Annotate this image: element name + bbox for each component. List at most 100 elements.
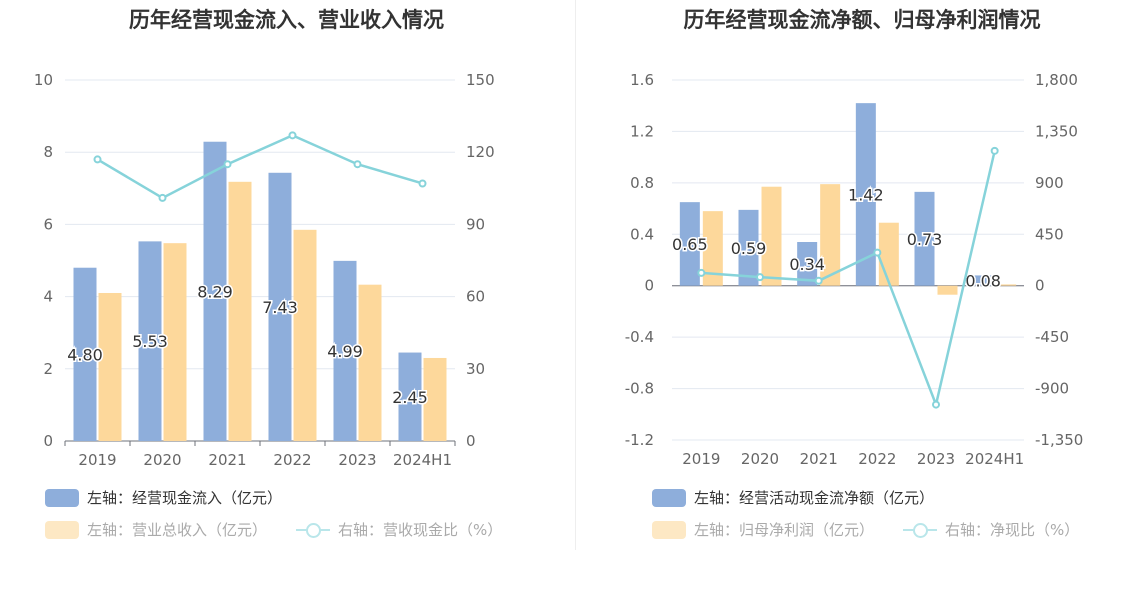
- ratio-point: [223, 160, 232, 169]
- bar-data-label: 4.99: [327, 342, 363, 361]
- bar-secondary: [937, 285, 958, 295]
- left-axis-tick-label: 10: [34, 71, 53, 89]
- bar-data-label: 8.29: [197, 282, 233, 301]
- ratio-point: [288, 131, 297, 140]
- bar-secondary: [358, 284, 382, 441]
- legend-label: 左轴：营业总收入（亿元）: [87, 521, 268, 539]
- x-axis-tick-label: 2023: [338, 451, 376, 469]
- right-axis-tick-label: 1,800: [1035, 71, 1078, 89]
- bar-primary: [738, 209, 759, 286]
- chart-canvas: -1.2 -0.8 -0.4 0 0.4 0.8 1.2 1.6 -1,350 -900 -450 0…: [625, 71, 1084, 468]
- bar-data-label: 0.65: [672, 235, 708, 254]
- legend-label: 左轴：归母净利润（亿元）: [694, 521, 875, 539]
- left-axis-tick-label: 6: [43, 215, 53, 233]
- legend-item-revenue[interactable]: 左轴：营业总收入（亿元）: [45, 519, 267, 540]
- bar-data-label: 2.45: [392, 388, 428, 407]
- ratio-point: [158, 193, 167, 202]
- right-axis-tick-label: 1,350: [1035, 122, 1078, 140]
- x-axis-tick-label: 2020: [143, 451, 181, 469]
- ratio-point: [353, 160, 362, 169]
- legend-item-inflow[interactable]: 左轴：经营现金流入（亿元）: [45, 487, 282, 508]
- x-axis-tick-label: 2021: [800, 450, 838, 468]
- ratio-point: [756, 273, 764, 282]
- bar-primary: [973, 275, 994, 286]
- legend-label: 左轴：经营现金流入（亿元）: [87, 489, 283, 507]
- legend-item-net-cash[interactable]: 左轴：经营活动现金流净额（亿元）: [652, 487, 934, 508]
- bar-primary: [268, 172, 292, 442]
- bar-secondary: [761, 186, 782, 286]
- legend-line-symbol: [296, 521, 330, 539]
- left-axis-tick-label: 1.2: [630, 122, 654, 140]
- bar-data-label: 7.43: [262, 298, 298, 317]
- right-axis-tick-label: 0: [466, 432, 476, 450]
- left-axis-tick-label: 2: [43, 360, 53, 378]
- bar-secondary: [98, 292, 122, 441]
- left-axis-tick-label: 0.4: [630, 225, 654, 243]
- ratio-point: [814, 276, 823, 285]
- right-axis-tick-label: -900: [1035, 380, 1069, 398]
- bar-data-label: 1.42: [848, 185, 884, 204]
- left-axis-tick-label: 8: [43, 143, 53, 161]
- chart-panel-net-cash: 历年经营现金流净额、归母净利润情况 -1.2 -0.8 -0.4 0 0.4 0.8 1.2…: [577, 0, 1147, 589]
- bar-data-label: 5.53: [132, 332, 168, 351]
- chart-title: 历年经营现金流净额、归母净利润情况: [683, 8, 1041, 32]
- bar-secondary: [423, 357, 447, 441]
- ratio-line: [96, 133, 423, 200]
- ratio-point: [93, 155, 102, 164]
- right-axis-tick-label: 150: [466, 71, 495, 89]
- left-axis-tick-label: 0: [43, 432, 53, 450]
- x-axis-tick-label: 2019: [78, 451, 116, 469]
- legend-swatch: [652, 520, 686, 539]
- right-axis-tick-label: 900: [1035, 174, 1064, 192]
- bar-primary: [73, 267, 97, 441]
- ratio-point: [873, 248, 882, 257]
- right-axis-tick-label: 450: [1035, 225, 1064, 243]
- x-axis-tick-label: 2024H1: [393, 451, 452, 469]
- bar-secondary: [163, 243, 187, 441]
- bar-secondary: [996, 284, 1017, 286]
- x-axis-tick-label: 2023: [917, 450, 955, 468]
- ratio-point: [418, 179, 427, 188]
- legend-swatch: [45, 488, 79, 507]
- left-axis-tick-label: 1.6: [630, 71, 654, 89]
- left-axis-tick-label: -0.4: [625, 328, 654, 346]
- x-axis-tick-label: 2020: [741, 450, 779, 468]
- x-axis-tick-label: 2022: [273, 451, 311, 469]
- ratio-point: [932, 400, 940, 409]
- right-axis-tick-label: 120: [466, 143, 495, 161]
- legend-item-ratio[interactable]: 右轴：营收现金比（%）: [296, 519, 502, 540]
- right-axis-tick-label: 60: [466, 288, 485, 306]
- left-axis-tick-label: -0.8: [625, 380, 654, 398]
- right-axis-tick-label: 90: [466, 215, 485, 233]
- x-axis-tick-label: 2022: [858, 450, 896, 468]
- bar-secondary: [702, 211, 723, 286]
- legend-swatch: [45, 520, 79, 539]
- legend-swatch: [652, 488, 686, 507]
- bar-secondary: [878, 222, 899, 286]
- x-axis-tick-label: 2019: [682, 450, 720, 468]
- right-axis-tick-label: 0: [1035, 277, 1045, 295]
- legend-item-net-ratio[interactable]: 右轴：净现比（%）: [903, 519, 1079, 540]
- bar-primary: [398, 352, 422, 441]
- bar-data-label: 0.08: [965, 272, 1001, 291]
- legend-label: 右轴：净现比（%）: [945, 521, 1080, 539]
- bar-secondary: [228, 181, 252, 441]
- bar-primary: [914, 191, 935, 286]
- bar-secondary: [820, 184, 841, 286]
- x-axis-tick-label: 2024H1: [965, 450, 1024, 468]
- legend-label: 左轴：经营活动现金流净额（亿元）: [694, 489, 935, 507]
- bar-data-label: 4.80: [67, 345, 103, 364]
- legend-line-symbol: [903, 521, 937, 539]
- bar-data-label: 0.59: [731, 239, 767, 258]
- panel-divider: [575, 0, 576, 550]
- left-axis-tick-label: 0.8: [630, 174, 654, 192]
- ratio-line: [701, 150, 996, 409]
- bar-primary: [855, 103, 876, 286]
- chart-panel-cash-inflow: 历年经营现金流入、营业收入情况 0 2 4 6 8 10 0 30 60 90 120 150 2019…: [0, 0, 573, 589]
- legend-item-net-profit[interactable]: 左轴：归母净利润（亿元）: [652, 519, 874, 540]
- chart-title: 历年经营现金流入、营业收入情况: [129, 8, 444, 32]
- right-axis-tick-label: -1,350: [1035, 431, 1083, 449]
- bar-data-label: 0.34: [789, 255, 825, 274]
- legend-label: 右轴：营收现金比（%）: [338, 521, 503, 539]
- bar-primary: [797, 242, 818, 286]
